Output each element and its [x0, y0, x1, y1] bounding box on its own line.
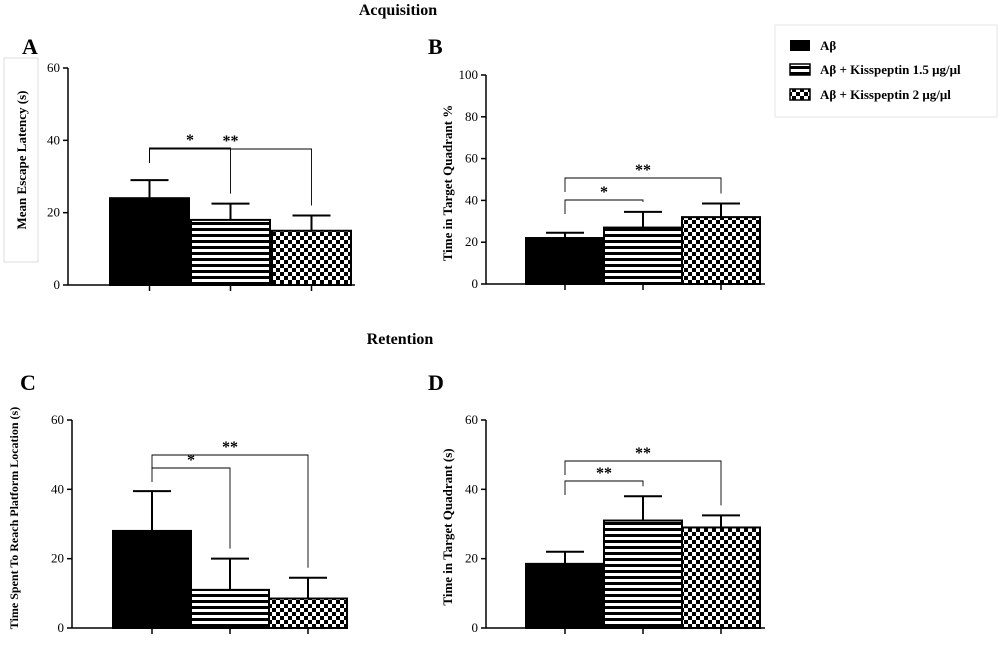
significance-label-b: ** [635, 162, 651, 179]
legend-label-kisspeptin-1-5: Aβ + Kisspeptin 1.5 μg/μl [820, 62, 961, 77]
bar-c-checker [268, 597, 348, 629]
y-axis-label-d: Time in Target Quadrant (s) [440, 448, 455, 605]
y-axis-label-a: Mean Escape Latency (s) [14, 90, 29, 229]
y-tick-label-a: 20 [47, 205, 60, 220]
ylabel-box-a [3, 57, 39, 263]
y-tick-label-b: 20 [465, 234, 478, 249]
panel-letter-c: C [20, 370, 36, 395]
y-tick-label-c: 0 [58, 620, 65, 635]
y-tick-label-d: 0 [472, 620, 479, 635]
significance-label-d: ** [635, 445, 651, 462]
y-tick-label-a: 60 [47, 60, 60, 75]
y-tick-label-a: 40 [47, 132, 60, 147]
panel-b: B Time in Target Quadrant % 0 20 40 60 80 100… [428, 34, 765, 291]
y-tick-label-b: 0 [472, 276, 479, 291]
significance-bracket-d [564, 480, 644, 495]
section-title-acquisition: Acquisition [359, 2, 437, 19]
bar-d-checker [681, 526, 761, 630]
bar-c-solid [112, 529, 192, 630]
y-tick-label-d: 20 [465, 551, 478, 566]
bar-b-hlines [603, 226, 683, 286]
y-axis-label-b: Time in Target Quadrant % [440, 105, 455, 262]
significance-bracket-a [149, 148, 312, 206]
significance-bracket-a [149, 147, 231, 194]
bar-a-checker [271, 229, 352, 286]
bar-b-solid [525, 237, 605, 286]
bar-c-hlines [190, 588, 270, 629]
legend-label-abeta: Aβ [820, 38, 836, 53]
bar-d-hlines [603, 519, 683, 629]
y-tick-label-a: 0 [54, 277, 61, 292]
y-tick-label-c: 60 [51, 412, 64, 427]
y-tick-label-c: 20 [51, 551, 64, 566]
legend-swatch-solid [790, 40, 810, 51]
y-tick-label-c: 40 [51, 481, 64, 496]
panel-letter-b: B [428, 34, 443, 59]
significance-bracket-c [151, 454, 309, 568]
significance-label-a: ** [223, 133, 239, 150]
plot-area-d: 0 20 40 60 ** ** [465, 412, 765, 635]
significance-label-a: * [186, 132, 194, 149]
legend-label-kisspeptin-2: Aβ + Kisspeptin 2 μg/μl [820, 87, 951, 102]
panel-c: C Time Spent To Reach Platform Location … [7, 370, 348, 635]
panel-letter-a: A [22, 34, 38, 59]
legend: Aβ Aβ + Kisspeptin 1.5 μg/μl Aβ + Kisspe… [774, 24, 998, 118]
y-tick-label-b: 100 [459, 67, 479, 82]
bar-b-checker [681, 216, 761, 285]
significance-label-b: * [600, 184, 608, 201]
y-tick-label-b: 40 [465, 192, 478, 207]
significance-bracket-b [564, 199, 644, 214]
bar-a-hlines [190, 218, 271, 286]
significance-bracket-c [151, 467, 231, 549]
bar-d-solid [525, 562, 605, 629]
bar-a-solid [109, 197, 190, 286]
significance-label-c: ** [222, 439, 238, 456]
section-title-retention: Retention [367, 331, 434, 348]
y-axis-label-c: Time Spent To Reach Platform Location (s… [7, 407, 21, 629]
y-tick-label-d: 60 [465, 412, 478, 427]
significance-label-d: ** [596, 465, 612, 482]
significance-bracket-b [564, 177, 722, 194]
y-tick-label-b: 60 [465, 151, 478, 166]
significance-label-c: * [187, 452, 195, 469]
significance-bracket-d [564, 460, 722, 506]
panel-d: D Time in Target Quadrant (s) 0 20 40 60 ** *… [428, 370, 765, 635]
y-tick-label-b: 80 [465, 109, 478, 124]
y-tick-label-d: 40 [465, 481, 478, 496]
legend-frame [774, 24, 998, 118]
legend-swatch-hlines [789, 63, 811, 76]
panel-letter-d: D [428, 370, 444, 395]
legend-swatch-checker [789, 88, 811, 101]
